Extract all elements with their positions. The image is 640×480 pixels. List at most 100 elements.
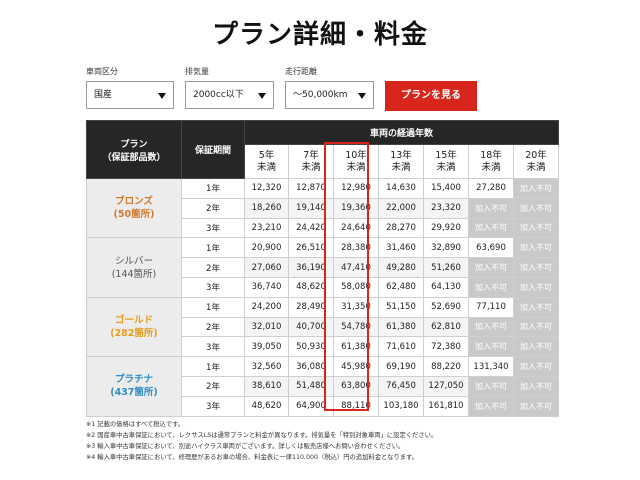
page-title: プラン詳細・料金 <box>211 20 428 50</box>
price-cell: 72,380 <box>423 336 469 358</box>
plan-header-label: プラン <box>120 139 148 150</box>
year-header-bottom: 未満 <box>481 161 501 173</box>
price-cell: 28,380 <box>333 237 379 259</box>
table-row: 2年 32,010 40,700 54,780 61,380 62,810 加入不可 加入不可 <box>87 316 560 338</box>
table-row: 3年 23,210 24,420 24,640 28,270 29,920 加入不可 加入不可 <box>87 217 560 239</box>
not-available-cell: 加入不可 <box>468 217 514 239</box>
period-cell: 2年 <box>181 257 245 278</box>
price-cell: 36,080 <box>288 356 334 377</box>
table-row: 2年 38,610 51,480 63,800 76,450 127,050 加入不可 加入不… <box>87 375 560 397</box>
not-available-cell: 加入不可 <box>468 316 514 338</box>
price-cell: 88,110 <box>333 395 379 417</box>
vehicle-type-select[interactable]: 国産 <box>86 81 174 109</box>
not-available-cell: 加入不可 <box>512 316 560 338</box>
year-header-top: 20年 <box>525 149 547 161</box>
mileage-value: 〜50,000km <box>293 90 348 100</box>
price-cell: 19,140 <box>288 197 334 219</box>
plan-name: プラチナ <box>114 374 153 386</box>
price-cell: 19,360 <box>333 197 379 219</box>
price-cell: 49,280 <box>378 257 424 278</box>
chevron-down-icon <box>258 93 266 99</box>
table-row: 3年 36,740 48,620 58,080 62,480 64,130 加入不可 加入不可 <box>87 276 560 298</box>
table-row: 3年 39,050 50,930 61,380 71,610 72,380 加入不可 加入不可 <box>87 336 560 358</box>
price-cell: 20,900 <box>244 237 289 259</box>
plan-parts-count: (282箇所) <box>110 327 158 339</box>
period-cell: 3年 <box>181 276 245 298</box>
not-available-cell: 加入不可 <box>512 197 560 219</box>
year-header-top: 15年 <box>435 149 457 161</box>
price-cell: 127,050 <box>423 375 469 397</box>
price-cell: 32,890 <box>423 237 469 259</box>
period-cell: 3年 <box>181 217 245 239</box>
not-available-cell: 加入不可 <box>512 237 560 259</box>
year-header-row: 5年 未満 7年 未満 10年 未満 13年 未満 15年 未満 18年 未満 20年 未満 <box>87 144 560 179</box>
mileage-label: 走行距離 <box>285 67 317 76</box>
plan-parts-count: (50箇所) <box>113 209 155 221</box>
price-cell: 23,210 <box>244 217 289 239</box>
price-cell: 31,460 <box>378 237 424 259</box>
period-cell: 1年 <box>181 296 245 318</box>
not-available-cell: 加入不可 <box>468 375 514 397</box>
price-cell: 47,410 <box>333 257 379 278</box>
vehicle-type-label: 車両区分 <box>86 67 118 76</box>
displacement-select[interactable]: 2000cc以下 <box>185 81 274 109</box>
price-cell: 48,620 <box>244 395 289 417</box>
not-available-cell: 加入不可 <box>512 395 560 417</box>
price-cell: 52,690 <box>423 296 469 318</box>
table-row: ブロンズ (50箇所) 1年 12,320 12,870 12,980 14,630 15,4… <box>86 177 560 239</box>
chevron-down-icon <box>158 93 166 99</box>
vehicle-type-value: 国産 <box>94 90 113 100</box>
price-cell: 38,610 <box>244 375 289 397</box>
price-cell: 28,490 <box>288 296 334 318</box>
plan-name: ブロンズ <box>115 196 153 208</box>
year-column-header: 10年 未満 <box>333 144 379 179</box>
plan-parts-count: (144箇所) <box>111 268 157 280</box>
year-header-top: 10年 <box>345 149 367 161</box>
plan-name-cell: ブロンズ (50箇所) <box>86 177 182 239</box>
price-cell: 131,340 <box>468 356 514 377</box>
period-cell: 2年 <box>181 375 245 397</box>
not-available-cell: 加入不可 <box>512 217 560 239</box>
mileage-select[interactable]: 〜50,000km <box>285 81 374 109</box>
price-cell: 51,260 <box>423 257 469 278</box>
price-cell: 64,900 <box>288 395 334 417</box>
price-cell: 69,190 <box>378 356 424 377</box>
price-cell: 61,380 <box>333 336 379 358</box>
price-cell: 14,630 <box>378 178 424 199</box>
price-cell: 40,700 <box>288 316 334 338</box>
price-cell: 63,690 <box>468 237 514 259</box>
price-cell: 88,220 <box>423 356 469 377</box>
year-header-top: 18年 <box>480 149 502 161</box>
period-cell: 1年 <box>181 356 245 377</box>
price-cell: 61,380 <box>378 316 424 338</box>
year-header-bottom: 未満 <box>436 161 456 173</box>
not-available-cell: 加入不可 <box>468 395 514 417</box>
plan-header-sub: （保証部品数） <box>102 152 166 163</box>
period-cell: 1年 <box>181 237 245 259</box>
price-cell: 12,980 <box>333 178 379 199</box>
price-cell: 24,640 <box>333 217 379 239</box>
not-available-cell: 加入不可 <box>468 276 514 298</box>
not-available-cell: 加入不可 <box>512 356 560 377</box>
notes: ※1 記載の価格はすべて税込です。 ※2 国産車中古車保証において、レクサスLSは… <box>86 419 606 463</box>
view-plan-button[interactable]: プランを見る <box>385 81 477 111</box>
price-table: プラン （保証部品数） 保証期間 車両の経過年数 5年 未満 7年 未満 10年 未満 13… <box>86 120 560 417</box>
not-available-cell: 加入不可 <box>468 257 514 278</box>
price-cell: 32,560 <box>244 356 289 377</box>
year-column-header: 20年 未満 <box>512 144 560 179</box>
table-row: ゴールド (282箇所) 1年 24,200 28,490 31,350 51,150 52,… <box>86 296 560 358</box>
years-header: 車両の経過年数 <box>243 120 560 145</box>
year-header-bottom: 未満 <box>346 161 366 173</box>
price-cell: 24,420 <box>288 217 334 239</box>
not-available-cell: 加入不可 <box>512 375 560 397</box>
year-column-header: 15年 未満 <box>423 144 469 179</box>
price-cell: 18,260 <box>244 197 289 219</box>
year-header-top: 7年 <box>303 149 319 161</box>
note-line: ※1 記載の価格はすべて税込です。 <box>86 421 185 428</box>
price-cell: 50,930 <box>288 336 334 358</box>
not-available-cell: 加入不可 <box>468 197 514 219</box>
period-column-header: 保証期間 <box>181 120 245 179</box>
price-cell: 62,480 <box>378 276 424 298</box>
filter-bar: 車両区分 国産 排気量 2000cc以下 走行距離 〜50,000km プランを… <box>86 66 566 112</box>
price-cell: 51,480 <box>288 375 334 397</box>
